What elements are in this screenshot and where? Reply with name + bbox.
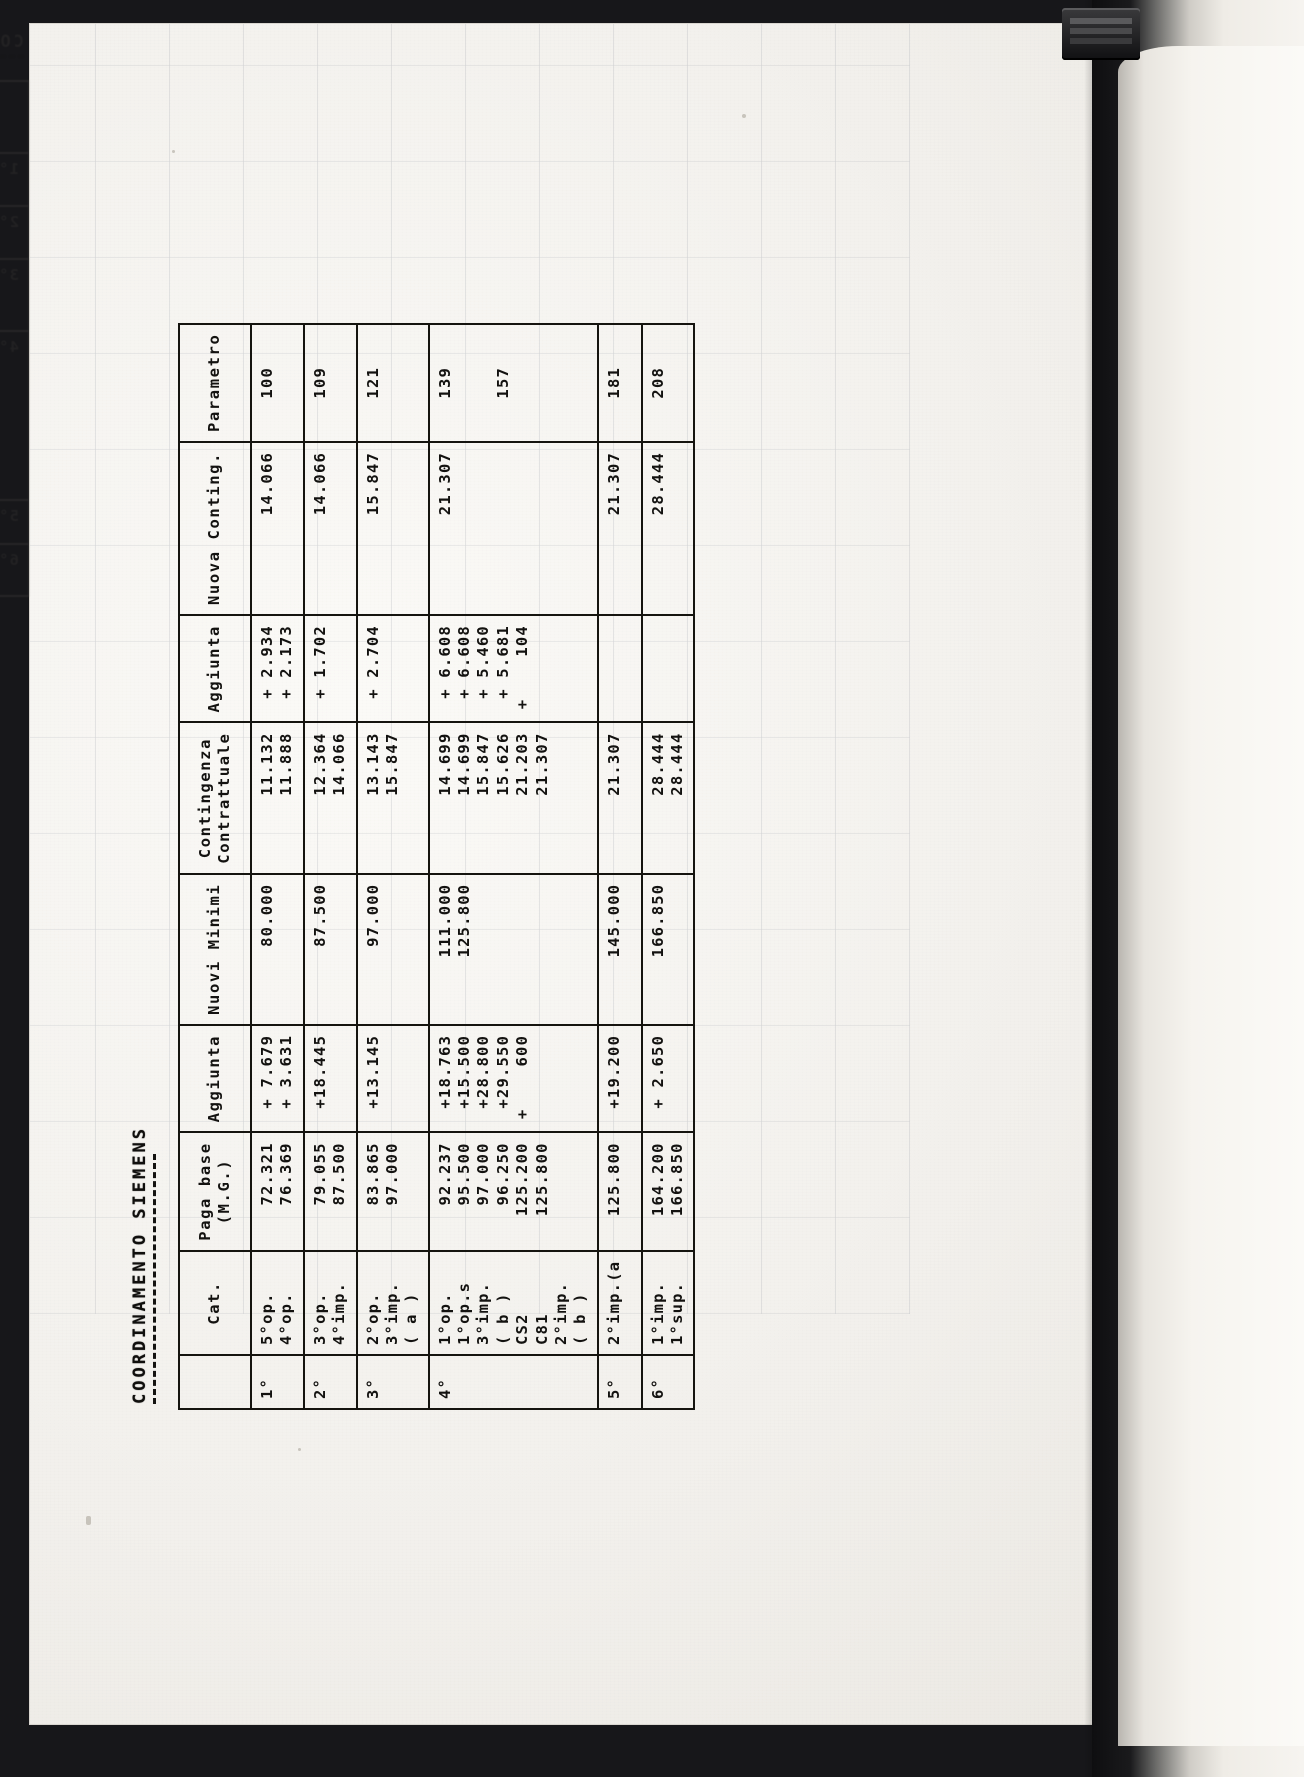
cell-paga: 72.321 76.369 [251, 1132, 304, 1251]
cell-contr: 28.444 28.444 [641, 722, 695, 874]
table-row: 4°1°op. 1°op.s 3°imp. ( b ) CS2 C81 2°im… [428, 323, 598, 1409]
column-header-contr: Contingenza Contrattuale [179, 722, 251, 874]
cell-idx: 6° [641, 1355, 695, 1409]
dust-speck [86, 1516, 91, 1525]
document-title: COORDINAMENTO SIEMENS [130, 1126, 156, 1404]
cell-nuovacont: 28.444 [641, 441, 695, 616]
cell-agg2: + 1.702 [303, 615, 357, 723]
column-header-agg1: Aggiunta [179, 1024, 251, 1133]
cell-idx: 3° [356, 1355, 429, 1409]
cell-nuovacont: 15.847 [356, 441, 429, 616]
cell-nuovacont: 21.307 [428, 441, 598, 616]
cell-agg2: + 2.704 [356, 615, 429, 723]
column-header-cat: Cat. [179, 1250, 251, 1355]
paper-sheet: COORDINAMENTO SIEMENS Cat. Paga base (M.G… [0, 24, 1120, 1724]
cell-nuovacont: 21.307 [597, 441, 642, 616]
cell-contr: 21.307 [597, 722, 642, 874]
dust-speck [172, 150, 175, 153]
cell-minimi: 111.000 125.800 [428, 873, 598, 1025]
cell-agg1: +19.200 [597, 1024, 642, 1133]
cell-minimi: 87.500 [303, 873, 357, 1025]
cell-param: 109 [303, 323, 357, 442]
column-header-param: Parametro [179, 323, 251, 442]
cell-agg2 [641, 615, 695, 723]
cell-minimi: 80.000 [251, 873, 304, 1025]
cell-contr: 13.143 15.847 [356, 722, 429, 874]
cell-nuovacont: 14.066 [251, 441, 304, 616]
column-header-minimi: Nuovi Minimi [179, 873, 251, 1025]
dust-speck [742, 114, 746, 118]
table-row: 3°2°op. 3°imp. ( a )83.865 97.000+13.145… [356, 323, 429, 1409]
title-underline [153, 1154, 156, 1404]
cell-param: 121 [356, 323, 429, 442]
binder-clip [1062, 8, 1140, 60]
cell-cat: 1°op. 1°op.s 3°imp. ( b ) CS2 C81 2°imp.… [428, 1250, 598, 1355]
column-header-nuovacont: Nuova Conting. [179, 441, 251, 616]
cell-param: 208 [641, 323, 695, 442]
cell-idx: 5° [597, 1355, 642, 1409]
cell-paga: 125.800 [597, 1132, 642, 1251]
cell-cat: 2°op. 3°imp. ( a ) [356, 1250, 429, 1355]
dust-speck [298, 1448, 301, 1451]
cell-paga: 83.865 97.000 [356, 1132, 429, 1251]
cell-paga: 164.200 166.850 [641, 1132, 695, 1251]
cell-cat: 3°op. 4°imp. [303, 1250, 357, 1355]
table-row: 1°5°op. 4°op.72.321 76.369+ 7.679 + 3.63… [251, 323, 304, 1409]
cell-paga: 79.055 87.500 [303, 1132, 357, 1251]
cell-contr: 11.132 11.888 [251, 722, 304, 874]
salary-table: Cat. Paga base (M.G.) Aggiunta Nuovi Minimi… [178, 323, 695, 1410]
document-title-text: COORDINAMENTO SIEMENS [130, 1126, 150, 1404]
cell-agg1: + 7.679 + 3.631 [251, 1024, 304, 1133]
cell-cat: 2°imp.(a [597, 1250, 642, 1355]
cell-agg1: +18.445 [303, 1024, 357, 1133]
cell-agg1: + 2.650 [641, 1024, 695, 1133]
column-header-idx [179, 1355, 251, 1409]
cell-param: 100 [251, 323, 304, 442]
cell-idx: 4° [428, 1355, 598, 1409]
cell-agg2: + 2.934 + 2.173 [251, 615, 304, 723]
cell-cat: 1°imp. 1°sup. [641, 1250, 695, 1355]
cell-idx: 1° [251, 1355, 304, 1409]
table-header-row: Cat. Paga base (M.G.) Aggiunta Nuovi Minimi… [179, 323, 251, 1409]
next-page [1118, 46, 1304, 1746]
cell-agg2: + 6.608 + 6.608 + 5.460 + 5.681 + 104 [428, 615, 598, 723]
cell-contr: 12.364 14.066 [303, 722, 357, 874]
cell-minimi: 166.850 [641, 873, 695, 1025]
cell-nuovacont: 14.066 [303, 441, 357, 616]
cell-param: 139 157 [428, 323, 598, 442]
document-content: COORDINAMENTO SIEMENS Cat. Paga base (M.G… [122, 120, 1002, 1410]
cell-param: 181 [597, 323, 642, 442]
cell-paga: 92.237 95.500 97.000 96.250 125.200 125.… [428, 1132, 598, 1251]
column-header-paga: Paga base (M.G.) [179, 1132, 251, 1251]
cell-agg1: +18.763 +15.500 +28.800 +29.550 + 600 [428, 1024, 598, 1133]
cell-cat: 5°op. 4°op. [251, 1250, 304, 1355]
cell-agg2 [597, 615, 642, 723]
cell-contr: 14.699 14.699 15.847 15.626 21.203 21.30… [428, 722, 598, 874]
cell-minimi: 145.000 [597, 873, 642, 1025]
cell-minimi: 97.000 [356, 873, 429, 1025]
paper-grain [30, 24, 1120, 1724]
cell-idx: 2° [303, 1355, 357, 1409]
table-body: 1° 5°op. 4°op. 72.321 76.369 + 7.679 + 3.63… [251, 323, 695, 1409]
cell-agg1: +13.145 [356, 1024, 429, 1133]
column-header-agg2: Aggiunta [179, 615, 251, 723]
book-binding-area [1092, 0, 1304, 1777]
